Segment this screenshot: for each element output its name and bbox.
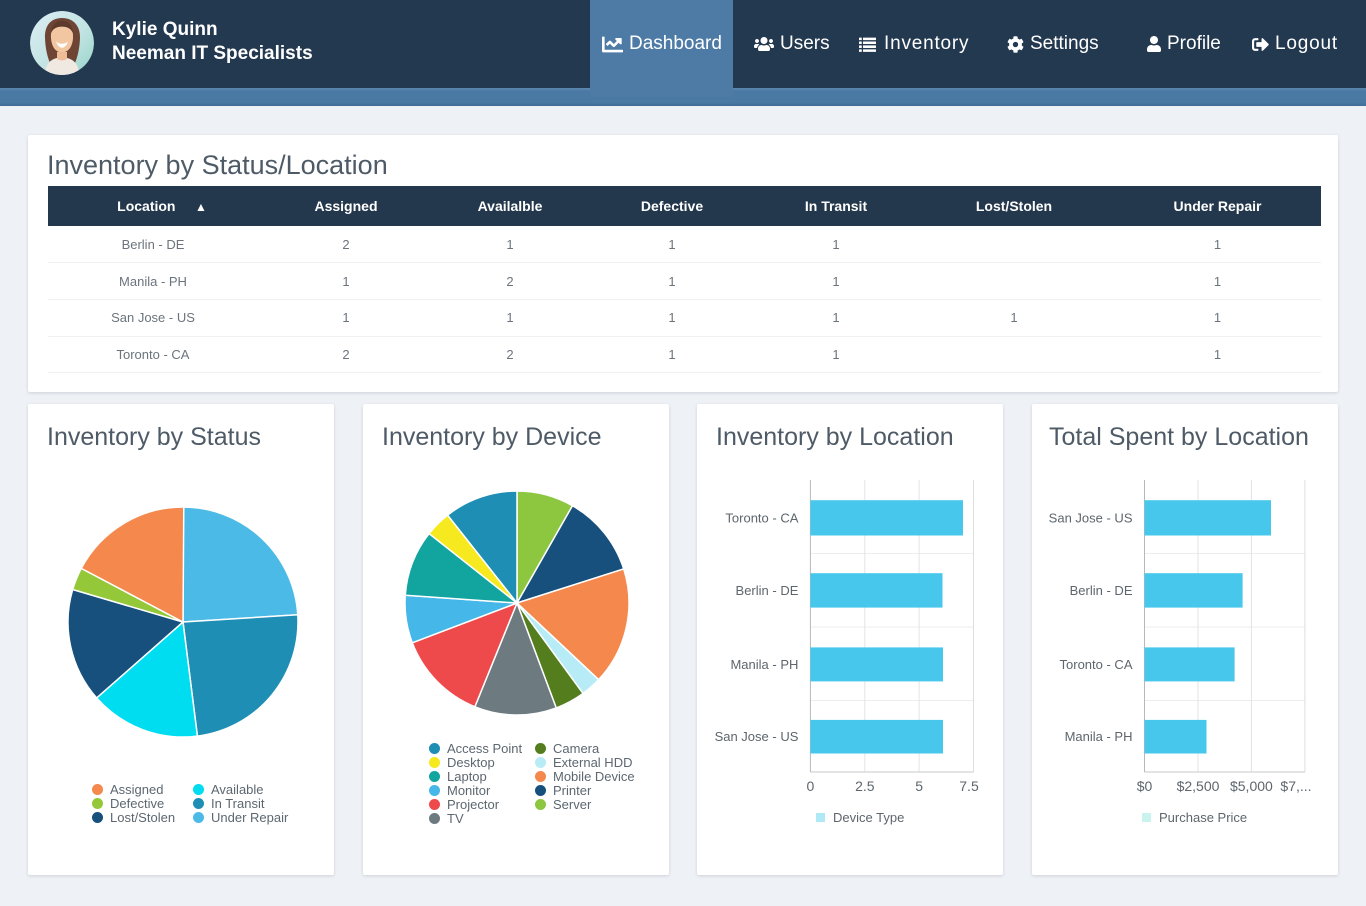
svg-text:$7,...: $7,... (1280, 778, 1311, 794)
svg-text:Toronto - CA: Toronto - CA (1060, 657, 1133, 672)
svg-text:7.5: 7.5 (959, 778, 979, 794)
svg-text:Berlin - DE: Berlin - DE (1070, 583, 1133, 598)
svg-text:2.5: 2.5 (855, 778, 875, 794)
svg-text:0: 0 (807, 778, 815, 794)
svg-text:Device Type: Device Type (833, 810, 904, 825)
svg-text:Purchase Price: Purchase Price (1159, 810, 1247, 825)
svg-text:5: 5 (915, 778, 923, 794)
svg-text:$5,000: $5,000 (1230, 778, 1273, 794)
svg-text:Manila - PH: Manila - PH (1065, 729, 1133, 744)
svg-text:Berlin - DE: Berlin - DE (736, 583, 799, 598)
svg-text:$2,500: $2,500 (1177, 778, 1220, 794)
svg-text:San Jose - US: San Jose - US (1049, 510, 1133, 525)
svg-text:$0: $0 (1137, 778, 1153, 794)
svg-text:Toronto - CA: Toronto - CA (725, 510, 798, 525)
svg-text:Manila - PH: Manila - PH (730, 657, 798, 672)
svg-text:San Jose - US: San Jose - US (715, 729, 799, 744)
